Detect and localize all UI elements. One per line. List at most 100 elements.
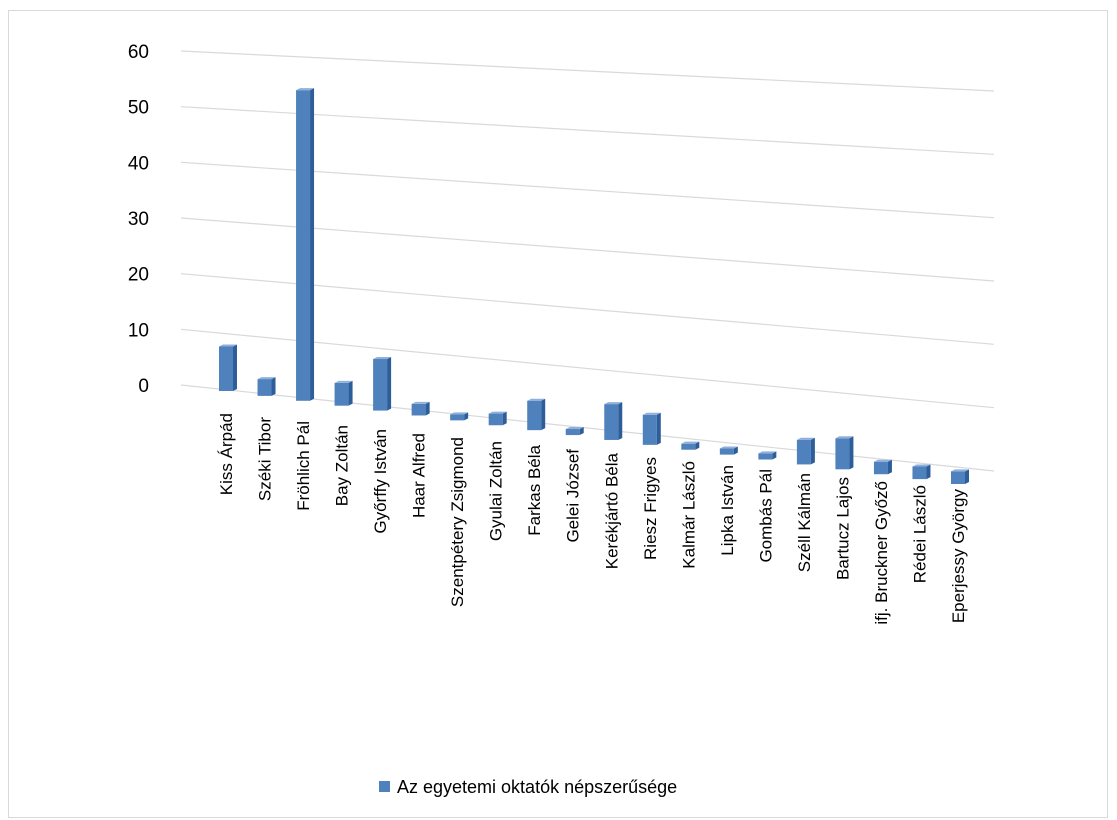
x-tick-label: Széll Kálmán — [795, 473, 814, 572]
x-tick-label: Kalmár László — [679, 461, 698, 569]
legend-swatch — [379, 781, 390, 792]
bar — [912, 464, 931, 480]
bars — [219, 88, 969, 484]
bar-top — [527, 398, 546, 401]
x-tick-label: Rédei László — [910, 485, 929, 583]
bar-front — [604, 404, 619, 440]
bar — [835, 436, 854, 470]
bar-front — [565, 429, 580, 436]
bar-front — [257, 379, 272, 396]
legend-label: Az egyetemi oktatók népszerűsége — [397, 777, 677, 797]
bar — [334, 380, 353, 406]
bar — [373, 357, 392, 411]
y-tick-label: 50 — [128, 98, 149, 119]
bar-side — [348, 380, 353, 406]
bar-front — [681, 443, 696, 450]
bar-side — [849, 436, 854, 470]
x-tick-label: Széki Tibor — [256, 417, 275, 501]
x-tick-label: ifj. Bruckner Győző — [872, 481, 891, 625]
chart-container: 0 10 20 30 40 50 60 Kiss Árpád Széki Tibor Fröhl… — [8, 10, 1108, 818]
bar-side — [502, 411, 507, 426]
bar-top — [219, 344, 237, 347]
bar-top — [758, 451, 777, 454]
x-tick-label: Eperjessy György — [949, 489, 968, 624]
bar-side — [541, 398, 546, 431]
bar — [951, 469, 969, 484]
bar-top — [565, 427, 584, 430]
x-axis-labels: Kiss Árpád Széki Tibor Fröhlich Pál Bay Zol… — [217, 413, 968, 625]
bar-side — [810, 437, 815, 465]
bar-front — [296, 90, 311, 401]
bar-top — [835, 436, 854, 439]
bar — [758, 451, 777, 460]
bar-top — [296, 88, 315, 91]
x-tick-label: Szentpétery Zsigmond — [448, 437, 467, 607]
y-tick-label: 30 — [128, 209, 149, 230]
bar-top — [604, 402, 623, 405]
gridline — [180, 328, 995, 409]
x-tick-label: Fröhlich Pál — [294, 421, 313, 511]
bar-top — [334, 380, 353, 383]
x-tick-label: Lipka István — [718, 465, 737, 556]
bar-top — [488, 411, 507, 414]
bar — [642, 412, 661, 445]
bar-top — [873, 459, 892, 462]
bar — [565, 427, 584, 436]
bar-top — [642, 412, 661, 415]
y-tick-label: 60 — [128, 42, 149, 63]
gridline — [180, 273, 995, 345]
x-tick-label: Gyulai Zoltán — [487, 441, 506, 541]
bar-front — [373, 359, 388, 411]
gridline — [180, 50, 995, 92]
bar-side — [387, 357, 392, 411]
bar-side — [310, 88, 315, 401]
bar — [257, 377, 276, 396]
bar — [873, 459, 892, 475]
bar-side — [425, 401, 430, 416]
bar-front — [796, 439, 811, 465]
bar-front — [411, 403, 426, 416]
bar — [796, 437, 815, 465]
gridline — [180, 161, 995, 219]
bar-side — [233, 344, 237, 391]
bar-front — [758, 453, 773, 460]
bar — [488, 411, 507, 426]
chart-svg: 0 10 20 30 40 50 60 Kiss Árpád Széki Tibor Fröhl… — [128, 42, 995, 797]
bar-top — [257, 377, 276, 380]
bar-top — [719, 446, 738, 449]
x-tick-label: Bartucz Lajos — [833, 477, 852, 580]
gridline — [180, 217, 995, 282]
bar-side — [464, 412, 469, 421]
bar — [411, 401, 430, 416]
y-axis-ticks: 0 10 20 30 40 50 60 — [128, 42, 149, 397]
bar-side — [965, 469, 969, 484]
bar — [681, 441, 700, 450]
legend: Az egyetemi oktatók népszerűsége — [379, 777, 677, 797]
bar-side — [271, 377, 276, 396]
gridline — [180, 384, 995, 472]
bar-front — [912, 466, 927, 480]
bar-front — [334, 382, 349, 406]
bar-side — [579, 427, 584, 436]
x-tick-label: Farkas Béla — [525, 444, 544, 535]
bar-top — [373, 357, 392, 360]
x-tick-label: Kerékjártó Béla — [602, 452, 621, 569]
y-tick-label: 40 — [128, 153, 149, 174]
bar-side — [656, 412, 661, 445]
x-tick-label: Gombás Pál — [756, 469, 775, 563]
bar — [527, 398, 546, 431]
x-tick-label: Kiss Árpád — [217, 413, 236, 495]
bar-front — [951, 471, 965, 484]
bar — [450, 412, 469, 421]
bar-front — [835, 438, 850, 470]
bar-front — [219, 346, 233, 391]
bar-side — [926, 464, 931, 480]
y-tick-label: 20 — [128, 265, 149, 286]
bar-top — [796, 437, 815, 440]
gridlines — [180, 50, 995, 472]
bar-top — [450, 412, 469, 415]
bar-front — [873, 461, 888, 475]
bar-front — [719, 448, 734, 455]
bar-side — [772, 451, 777, 460]
x-tick-label: Haar Alfred — [410, 433, 429, 518]
